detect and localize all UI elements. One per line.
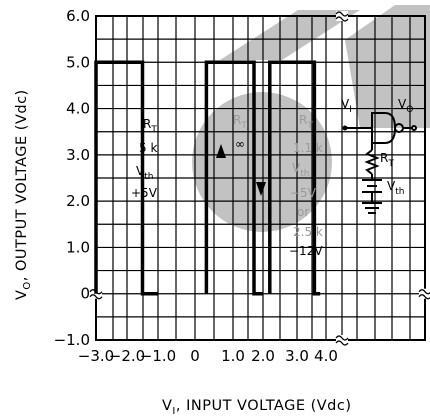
loop3-or-text: or bbox=[297, 205, 309, 219]
circuit-vo-label: VO bbox=[398, 97, 413, 115]
y-axis-title: VO, OUTPUT VOLTAGE (Vdc) bbox=[14, 89, 33, 300]
loop3-r-value: 1.1 k bbox=[293, 141, 323, 155]
break-mark bbox=[335, 11, 349, 22]
x-tick-label: 0 bbox=[190, 347, 200, 365]
loop3-v2-value: −12V bbox=[289, 244, 323, 258]
circuit-vi-label: VI bbox=[341, 97, 352, 115]
y-tick-label: 5.0 bbox=[66, 53, 90, 71]
break-gap bbox=[419, 288, 430, 299]
y-tick-labels: −1.0 0 1.0 2.0 3.0 4.0 5.0 6.0 bbox=[54, 7, 90, 349]
loop2-rt-label: RT bbox=[233, 113, 247, 131]
output-node-icon bbox=[411, 125, 417, 131]
series-line-2 bbox=[204, 60, 263, 296]
x-tick-labels: −3.0−2.0−1.0 0 1.0 2.0 3.0 4.0 bbox=[78, 347, 338, 365]
x-tick-label: 2.0 bbox=[251, 347, 275, 365]
y-tick-label: 0 bbox=[80, 285, 90, 303]
loop3-v-value: −5V bbox=[290, 186, 317, 200]
loop3-r2-value: 2.5 k bbox=[293, 225, 323, 239]
y-tick-label: −1.0 bbox=[54, 331, 90, 349]
series-line-3 bbox=[268, 60, 321, 296]
y-tick-label: 6.0 bbox=[66, 7, 90, 25]
break-gap bbox=[336, 11, 348, 21]
loop1-v-value: +5V bbox=[131, 186, 158, 200]
y-tick-label: 3.0 bbox=[66, 146, 90, 164]
x-tick-label: −2.0 bbox=[109, 347, 145, 365]
loop2-label: RT ∞ bbox=[233, 113, 247, 151]
test-circuit: VI VO RT Vth bbox=[341, 97, 417, 214]
break-mark bbox=[418, 289, 430, 300]
loop3-label: RT 1.1 k Vth −5V or 2.5 k −12V bbox=[289, 113, 323, 258]
series-lines bbox=[94, 60, 321, 296]
x-tick-label: 4.0 bbox=[314, 347, 338, 365]
x-axis-title: VI, INPUT VOLTAGE (Vdc) bbox=[162, 398, 352, 417]
break-gap bbox=[336, 335, 348, 345]
y-tick-label: 4.0 bbox=[66, 100, 90, 118]
loop2-r-value: ∞ bbox=[235, 137, 245, 151]
loop1-rt-label: RT bbox=[143, 117, 157, 135]
loop3-vth-label: Vth bbox=[292, 161, 309, 179]
loop1-label: RT 5 k Vth +5V bbox=[131, 117, 158, 200]
series-line-1 bbox=[94, 60, 158, 296]
circuit-vth-label: Vth bbox=[387, 179, 404, 197]
circuit-rt-label: RT bbox=[380, 151, 394, 169]
x-tick-label: −3.0 bbox=[78, 347, 114, 365]
y-tick-label: 2.0 bbox=[66, 192, 90, 210]
x-tick-label: 1.0 bbox=[221, 347, 245, 365]
loop1-r-value: 5 k bbox=[139, 141, 157, 155]
down-arrow-icon bbox=[256, 182, 266, 196]
direction-arrows bbox=[216, 144, 266, 196]
break-mark bbox=[335, 335, 349, 346]
up-arrow-icon bbox=[216, 144, 226, 158]
x-tick-label: 3.0 bbox=[285, 347, 309, 365]
x-tick-label: −1.0 bbox=[140, 347, 176, 365]
y-tick-label: 1.0 bbox=[66, 238, 90, 256]
resistor-icon bbox=[364, 149, 380, 175]
loop3-rt-label: RT bbox=[299, 113, 313, 131]
loop1-vth-label: Vth bbox=[136, 164, 153, 182]
